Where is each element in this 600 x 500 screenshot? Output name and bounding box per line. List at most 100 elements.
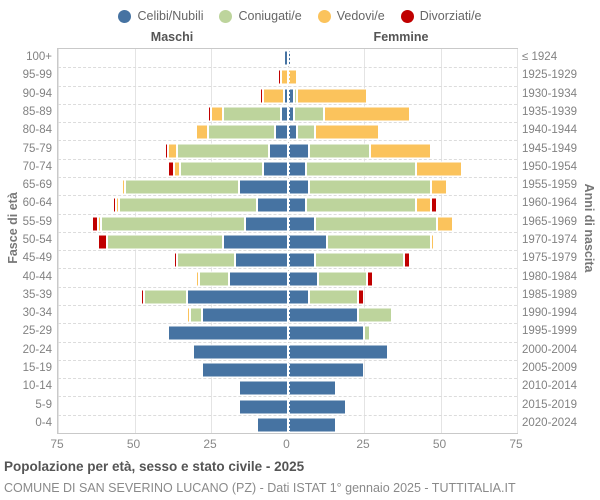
chart-legend: Celibi/Nubili Coniugati/e Vedovi/e Divorzia… xyxy=(0,9,600,23)
male-bar-stack xyxy=(207,106,288,122)
plot-area xyxy=(57,48,518,434)
male-bar-stack xyxy=(91,216,288,232)
female-bar-stack xyxy=(287,106,410,122)
age-label-40-44: 40-44 xyxy=(22,270,52,283)
bar-segment-male-celibi xyxy=(238,380,288,396)
bar-segment-female-coniugati xyxy=(293,88,297,104)
legend-label-coniugati: Coniugati/e xyxy=(238,9,302,23)
bar-segment-male-divorziati xyxy=(168,161,175,177)
bar-segment-female-celibi xyxy=(287,161,306,177)
bar-segment-female-celibi xyxy=(287,417,337,433)
bar-segment-female-coniugati xyxy=(357,307,392,323)
bar-segment-male-divorziati xyxy=(97,234,107,250)
birth-year-label: 2010-2014 xyxy=(522,380,577,393)
y-axis-title-fasce-di-eta: Fasce di età xyxy=(6,192,20,264)
female-bar-stack xyxy=(287,161,462,177)
birth-year-label: 1935-1939 xyxy=(522,106,577,118)
bar-segment-female-coniugati xyxy=(293,106,325,122)
birth-year-label: 1925-1929 xyxy=(522,69,577,82)
birth-year-label: 2000-2004 xyxy=(522,343,577,356)
bar-segment-female-coniugati xyxy=(364,325,371,341)
legend-item-divorziati[interactable]: Divorziati/e xyxy=(400,9,482,23)
gridline-vertical xyxy=(58,49,59,433)
bar-segment-male-celibi xyxy=(284,50,288,66)
birth-year-label: 1955-1959 xyxy=(522,179,577,192)
age-label-80-84: 80-84 xyxy=(22,124,52,137)
bar-segment-male-divorziati xyxy=(260,88,264,104)
legend-marker-divorziati xyxy=(400,9,414,23)
bar-segment-male-celibi xyxy=(238,399,288,415)
bar-segment-male-celibi xyxy=(275,124,288,140)
bar-segment-female-coniugati xyxy=(327,234,432,250)
bar-segment-male-vedovi xyxy=(122,179,126,195)
birth-year-label: 1985-1989 xyxy=(522,288,577,301)
bar-segment-male-coniugati xyxy=(125,179,239,195)
male-bar-stack xyxy=(278,69,288,85)
female-bar-stack xyxy=(287,216,453,232)
x-axis-tick-label: 75 xyxy=(509,437,523,451)
bar-segment-male-vedovi xyxy=(263,88,285,104)
male-bar-stack xyxy=(140,289,288,305)
bar-segment-male-coniugati xyxy=(143,289,187,305)
bar-segment-male-celibi xyxy=(263,161,288,177)
male-bar-stack xyxy=(238,380,288,396)
legend-item-celibi[interactable]: Celibi/Nubili xyxy=(118,9,203,23)
bar-segment-female-coniugati xyxy=(308,143,371,159)
male-bar-stack xyxy=(238,399,288,415)
bar-segment-female-coniugati xyxy=(305,197,417,213)
bar-segment-male-celibi xyxy=(256,197,288,213)
age-label-55-59: 55-59 xyxy=(22,215,52,228)
female-bar-stack xyxy=(287,197,438,213)
bar-segment-male-divorziati xyxy=(113,197,117,213)
female-bar-stack xyxy=(287,252,410,268)
age-label-45-49: 45-49 xyxy=(22,252,52,265)
bar-segment-male-vedovi xyxy=(195,124,208,140)
bar-segment-female-vedovi xyxy=(370,143,432,159)
bar-segment-female-coniugati xyxy=(318,271,368,287)
bar-segment-female-coniugati xyxy=(308,179,432,195)
male-bar-stack xyxy=(192,344,288,360)
bar-segment-male-celibi xyxy=(256,417,288,433)
bar-segment-female-celibi xyxy=(287,234,328,250)
header-maschi: Maschi xyxy=(150,30,194,44)
bar-segment-female-divorziati xyxy=(357,289,364,305)
bar-segment-female-celibi xyxy=(287,307,358,323)
legend-label-vedovi: Vedovi/e xyxy=(336,9,385,23)
header-femmine: Femmine xyxy=(373,30,429,44)
bar-segment-female-vedovi xyxy=(431,234,435,250)
bar-segment-male-vedovi xyxy=(281,69,288,85)
age-label-100+: 100+ xyxy=(26,51,52,64)
female-bar-stack xyxy=(287,344,389,360)
bar-segment-male-celibi xyxy=(192,344,288,360)
birth-year-label: 2015-2019 xyxy=(522,398,577,411)
birth-year-label: ≤ 1924 xyxy=(522,51,558,64)
age-label-75-79: 75-79 xyxy=(22,142,52,155)
y-axis-title-anni-di-nascita: Anni di nascita xyxy=(582,183,596,273)
birth-year-label: 1930-1934 xyxy=(522,87,577,100)
bar-segment-male-celibi xyxy=(201,362,288,378)
legend-item-coniugati[interactable]: Coniugati/e xyxy=(219,9,302,23)
bar-segment-male-celibi xyxy=(186,289,288,305)
bar-segment-male-coniugati xyxy=(100,216,245,232)
age-label-35-39: 35-39 xyxy=(22,288,52,301)
gridline-vertical xyxy=(440,49,442,433)
male-bar-stack xyxy=(174,252,288,268)
bar-segment-female-celibi xyxy=(287,344,389,360)
bar-segment-female-vedovi xyxy=(315,124,380,140)
bar-segment-male-celibi xyxy=(284,88,288,104)
age-label-70-74: 70-74 xyxy=(22,160,52,173)
bar-segment-female-vedovi xyxy=(431,179,447,195)
bar-segment-female-celibi xyxy=(287,271,319,287)
bar-segment-male-celibi xyxy=(238,179,288,195)
x-axis-tick-label: 0 xyxy=(283,437,290,451)
bar-segment-female-coniugati xyxy=(315,216,438,232)
female-bar-stack xyxy=(287,417,337,433)
age-label-95-99: 95-99 xyxy=(22,69,52,82)
birth-year-label: 2020-2024 xyxy=(522,416,577,429)
male-bar-stack xyxy=(168,325,288,341)
bar-segment-female-celibi xyxy=(287,143,309,159)
male-bar-stack xyxy=(195,271,288,287)
legend-item-vedovi[interactable]: Vedovi/e xyxy=(317,9,385,23)
bar-segment-male-coniugati xyxy=(177,252,236,268)
